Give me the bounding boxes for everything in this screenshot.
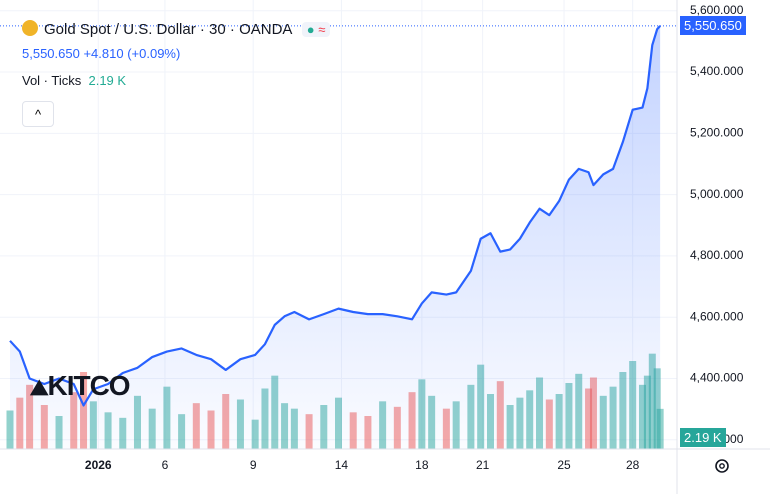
y-tick-label: 5,200.000 bbox=[690, 125, 744, 139]
y-tick-label: 5,000.000 bbox=[690, 187, 744, 201]
status-badge[interactable]: ● ≈ bbox=[301, 22, 331, 37]
x-tick-label: 6 bbox=[162, 458, 169, 472]
settings-icon[interactable] bbox=[715, 459, 729, 473]
last-price-label: 5,550.650 bbox=[680, 15, 746, 35]
volume-last-label: 2.19 K bbox=[680, 428, 726, 447]
x-tick-label: 2026 bbox=[85, 458, 112, 472]
y-tick-label: 5,400.000 bbox=[690, 64, 744, 78]
header: Gold Spot / U.S. Dollar · 30 · OANDA ● ≈ bbox=[22, 20, 331, 38]
y-tick-label: 4,600.000 bbox=[690, 309, 744, 323]
x-tick-label: 9 bbox=[250, 458, 257, 472]
volume-legend: Vol · Ticks 2.19 K bbox=[22, 73, 126, 88]
x-tick-label: 21 bbox=[476, 458, 490, 472]
price-line bbox=[9, 25, 661, 407]
change: +4.810 (+0.09%) bbox=[83, 46, 181, 61]
y-tick-label: 4,400.000 bbox=[690, 371, 744, 385]
x-tick-label: 28 bbox=[626, 458, 640, 472]
volume-value: 2.19 K bbox=[88, 73, 127, 88]
x-tick-label: 25 bbox=[557, 458, 571, 472]
x-tick-label: 18 bbox=[415, 458, 429, 472]
y-tick-label: 5,600.000 bbox=[690, 3, 744, 17]
last-price: 5,550.650 bbox=[22, 46, 80, 61]
price-line: 5,550.650 +4.810 (+0.09%) bbox=[22, 46, 180, 61]
y-tick-label: 4,800.000 bbox=[690, 248, 744, 262]
x-tick-label: 14 bbox=[335, 458, 349, 472]
collapse-button[interactable]: ^ bbox=[22, 101, 54, 127]
symbol-icon bbox=[22, 20, 38, 36]
area-fill bbox=[10, 25, 661, 449]
volume-title[interactable]: Vol · Ticks bbox=[22, 73, 82, 88]
symbol-title[interactable]: Gold Spot / U.S. Dollar · 30 · OANDA bbox=[44, 21, 292, 38]
watermark: ⛰KITCO bbox=[30, 370, 131, 401]
